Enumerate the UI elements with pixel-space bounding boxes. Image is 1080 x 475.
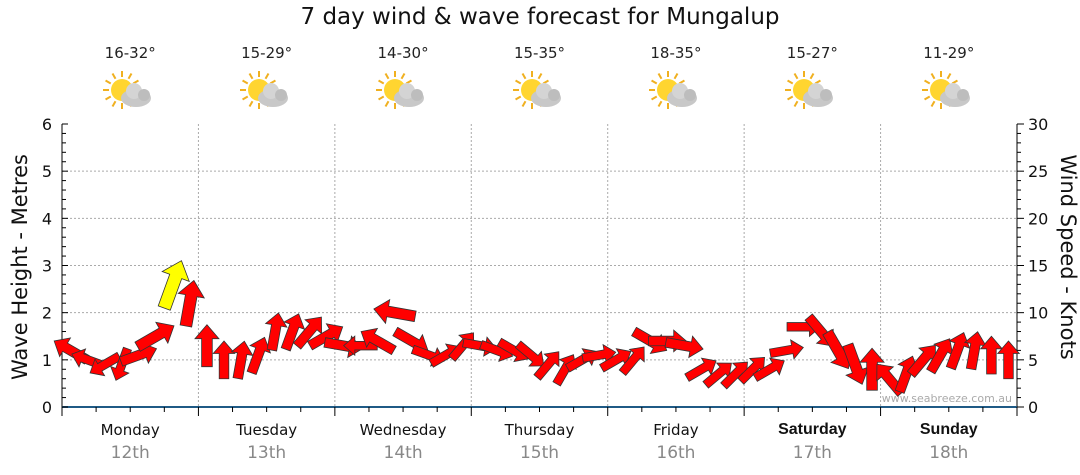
wind-arrow — [702, 362, 732, 389]
partly-cloudy-icon — [648, 71, 697, 109]
day-label: Monday — [100, 421, 160, 439]
y-tick-label-left: 3 — [42, 257, 52, 276]
wind-arrow — [859, 347, 885, 391]
wind-arrow — [212, 340, 236, 380]
wind-arrow — [514, 340, 545, 367]
wind-arrow — [292, 316, 323, 350]
wind-arrow — [264, 312, 288, 352]
y-tick-label-right: 5 — [1028, 351, 1038, 370]
wind-arrow — [533, 351, 560, 381]
partly-cloudy-icon — [239, 71, 288, 109]
day-label: Saturday — [778, 421, 847, 438]
wind-arrow — [996, 340, 1021, 380]
wind-arrow — [89, 351, 122, 377]
wind-arrow — [618, 346, 645, 377]
wind-arrow — [599, 348, 632, 373]
day-temperature: 16-32° — [104, 44, 156, 62]
partly-cloudy-icon — [376, 71, 425, 109]
wind-arrow — [752, 357, 785, 382]
wind-arrow — [963, 331, 987, 371]
wind-arrow — [769, 339, 804, 360]
day-temperature: 11-29° — [923, 44, 975, 62]
y-axis-label-left: Wave Height - Metres — [8, 154, 32, 380]
wind-arrow — [134, 321, 175, 352]
wind-arrow — [926, 338, 954, 375]
y-axis-label-right: Wind Speed - Knots — [1056, 154, 1080, 360]
wind-arrow — [979, 335, 1004, 375]
y-tick-label-right: 10 — [1028, 304, 1048, 323]
date-label: 18th — [929, 443, 969, 463]
wind-arrow — [230, 340, 254, 380]
y-tick-label-right: 25 — [1028, 162, 1048, 181]
y-tick-label-right: 15 — [1028, 257, 1048, 276]
day-label: Friday — [653, 421, 699, 439]
wind-arrow — [737, 356, 765, 385]
wind-arrow — [842, 342, 870, 385]
date-label: 14th — [383, 443, 423, 463]
wind-arrow — [194, 324, 220, 368]
wind-arrow — [373, 298, 417, 325]
day-temperature: 15-27° — [786, 44, 838, 62]
watermark: www.seabreeze.com.au — [882, 392, 1012, 405]
date-label: 13th — [247, 443, 287, 463]
day-temperature: 15-29° — [241, 44, 293, 62]
wind-arrow — [280, 313, 306, 352]
y-tick-label-left: 0 — [42, 398, 52, 417]
date-label: 15th — [519, 443, 560, 463]
wind-arrow — [307, 323, 344, 351]
wind-arrow — [157, 260, 190, 311]
wind-arrow — [684, 357, 717, 382]
day-label: Wednesday — [359, 421, 447, 439]
y-tick-label-left: 4 — [42, 209, 52, 228]
y-tick-label-right: 20 — [1028, 209, 1048, 228]
day-temperature: 15-35° — [513, 44, 566, 62]
day-label: Tuesday — [236, 421, 298, 439]
y-tick-label-left: 1 — [42, 351, 52, 370]
y-tick-label-left: 2 — [42, 304, 52, 323]
wind-arrow — [360, 327, 397, 356]
day-temperature: 18-35° — [650, 44, 702, 62]
date-label: 16th — [656, 443, 696, 463]
chart-title: 7 day wind & wave forecast for Mungalup — [300, 4, 780, 30]
partly-cloudy-icon — [921, 71, 970, 109]
day-label: Sunday — [919, 421, 978, 438]
date-label: 12th — [110, 443, 150, 463]
partly-cloudy-icon — [512, 71, 561, 109]
partly-cloudy-icon — [103, 71, 152, 109]
partly-cloudy-icon — [785, 71, 834, 109]
y-tick-label-left: 5 — [42, 162, 52, 181]
day-label: Thursday — [504, 421, 575, 439]
y-tick-label-right: 0 — [1028, 398, 1038, 417]
wind-arrow — [664, 335, 704, 359]
day-temperature: 14-30° — [377, 44, 429, 62]
date-label: 17th — [792, 443, 832, 463]
y-tick-label-left: 6 — [42, 115, 52, 134]
y-tick-label-right: 30 — [1028, 115, 1048, 134]
wind-arrow — [177, 279, 206, 328]
